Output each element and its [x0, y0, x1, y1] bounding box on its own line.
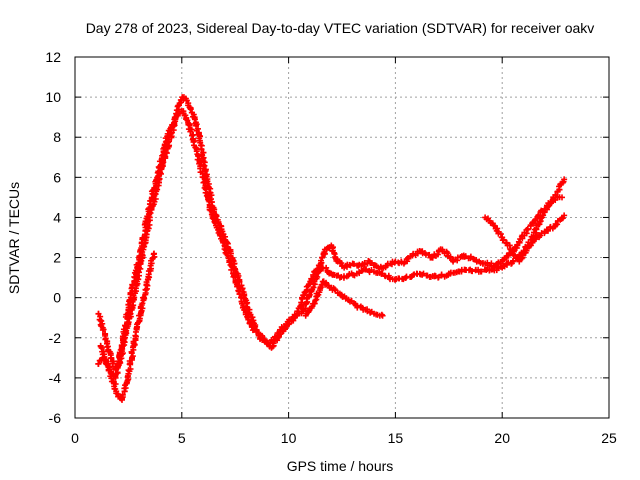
- data-point: [554, 221, 561, 228]
- data-point: [253, 327, 260, 334]
- x-axis-ticks: 0 5 10 15 20 25: [71, 57, 617, 446]
- data-point: [559, 194, 566, 201]
- y-tick-label: -4: [49, 370, 62, 386]
- data-point: [351, 261, 358, 268]
- data-point: [129, 353, 136, 360]
- grid-lines: [75, 57, 609, 418]
- data-point: [198, 145, 205, 152]
- y-tick-label: 0: [53, 290, 61, 306]
- x-axis-label: GPS time / hours: [287, 458, 394, 474]
- data-point: [230, 257, 237, 264]
- data-marks: [95, 94, 568, 403]
- chart-title: Day 278 of 2023, Sidereal Day-to-day VTE…: [86, 20, 595, 36]
- y-tick-label: 4: [53, 209, 61, 225]
- y-tick-label: 8: [53, 129, 61, 145]
- data-point: [561, 212, 568, 219]
- data-point: [100, 326, 107, 333]
- data-point: [136, 264, 143, 271]
- y-tick-label: -6: [49, 410, 62, 426]
- data-point: [217, 232, 224, 239]
- data-point: [187, 106, 194, 113]
- data-point: [312, 297, 319, 304]
- data-point: [232, 266, 239, 273]
- y-tick-label: -2: [49, 330, 62, 346]
- y-tick-label: 10: [45, 89, 61, 105]
- data-point: [429, 254, 436, 261]
- data-point: [298, 299, 305, 306]
- data-point: [160, 159, 167, 166]
- y-axis-ticks: -6 -4 -2 0 2 4 6 8 10 12: [45, 49, 609, 426]
- data-point: [236, 278, 243, 285]
- data-point: [469, 268, 476, 275]
- data-point: [137, 258, 144, 265]
- data-point: [151, 250, 158, 257]
- plot-frame: [74, 56, 610, 419]
- x-tick-label: 25: [601, 430, 617, 446]
- data-point: [157, 169, 164, 176]
- data-point: [220, 233, 227, 240]
- data-point: [561, 176, 568, 183]
- data-point: [215, 218, 222, 225]
- data-point: [434, 251, 441, 258]
- data-point: [524, 225, 531, 232]
- data-point: [319, 254, 326, 261]
- data-point: [363, 266, 370, 273]
- x-tick-label: 20: [494, 430, 510, 446]
- data-point: [379, 312, 386, 319]
- data-point: [107, 355, 114, 362]
- data-point: [467, 255, 474, 262]
- data-point: [438, 271, 445, 278]
- y-tick-label: 12: [45, 49, 61, 65]
- data-point: [209, 215, 216, 222]
- x-tick-label: 0: [71, 430, 79, 446]
- data-point: [193, 122, 200, 129]
- y-tick-label: 2: [53, 250, 61, 266]
- data-point: [331, 249, 338, 256]
- data-point: [187, 128, 194, 135]
- y-tick-label: 6: [53, 169, 61, 185]
- data-point: [201, 162, 208, 169]
- x-tick-label: 5: [178, 430, 186, 446]
- data-point: [478, 268, 485, 275]
- data-point: [139, 300, 146, 307]
- x-tick-label: 10: [281, 430, 297, 446]
- data-point: [95, 360, 102, 367]
- y-axis-label: SDTVAR / TECUs: [6, 182, 22, 294]
- data-point: [318, 257, 325, 264]
- x-tick-label: 15: [388, 430, 404, 446]
- data-point: [119, 391, 126, 398]
- data-point: [361, 261, 368, 268]
